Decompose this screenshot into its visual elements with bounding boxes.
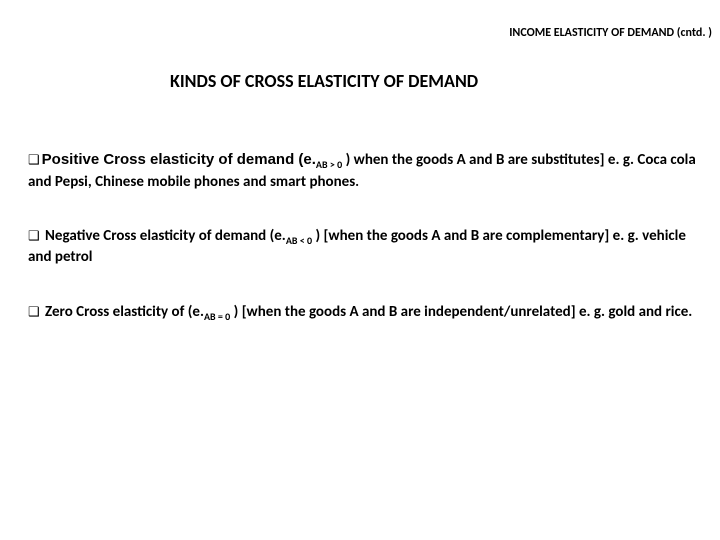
lead-text: Zero Cross elasticity of (e. <box>42 303 204 321</box>
bullet-icon: ❑ <box>28 304 40 319</box>
desc-trail: . <box>355 173 359 190</box>
cond-suffix: ) [when the goods A and B are independen… <box>230 303 692 321</box>
content-area: ❑Positive Cross elasticity of demand (e.… <box>28 150 700 357</box>
subscript: AB > 0 <box>316 158 342 171</box>
bullet-icon: ❑ <box>28 228 40 243</box>
lead-text: Negative Cross elasticity of demand (e. <box>42 227 286 245</box>
bullet-negative: ❑ Negative Cross elasticity of demand (e… <box>28 226 700 268</box>
bullet-positive: ❑Positive Cross elasticity of demand (e.… <box>28 150 700 192</box>
subscript: AB = 0 <box>204 310 230 323</box>
subscript: AB < 0 <box>286 234 312 247</box>
bullet-icon: ❑ <box>28 152 40 167</box>
cond-suffix: ) <box>312 227 323 245</box>
cond-suffix: ) <box>342 151 353 169</box>
bullet-zero: ❑ Zero Cross elasticity of (e.AB = 0 ) [… <box>28 302 700 324</box>
header-continued: INCOME ELASTICITY OF DEMAND (cntd. ) <box>509 26 712 40</box>
lead-text: Positive Cross elasticity of demand (e. <box>42 151 316 168</box>
slide-title: KINDS OF CROSS ELASTICITY OF DEMAND <box>170 70 478 92</box>
